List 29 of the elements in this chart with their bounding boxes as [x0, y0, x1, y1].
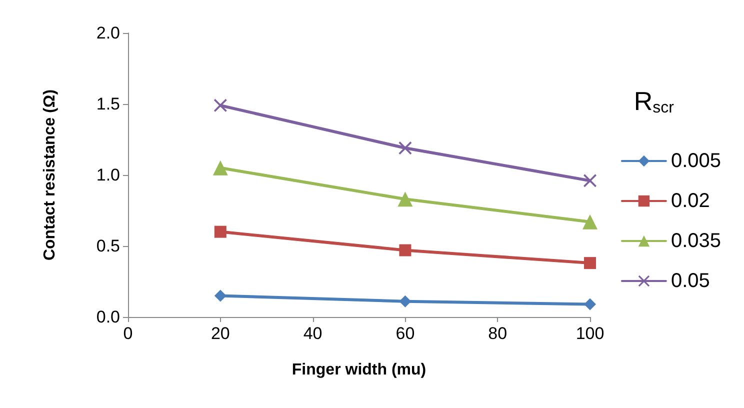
y-tick-label: 1.5	[96, 94, 120, 114]
point	[582, 214, 598, 230]
point	[212, 160, 228, 176]
y-tick-label: 2.0	[96, 24, 120, 42]
legend-label: 0.035	[670, 230, 722, 252]
point	[214, 226, 226, 238]
point	[584, 257, 596, 270]
legend-label: 0.02	[670, 190, 710, 212]
x-tick-label: 60	[396, 324, 415, 343]
y-tick-label: 0.5	[96, 236, 120, 256]
point	[214, 98, 227, 112]
point	[584, 298, 596, 310]
point	[399, 295, 412, 308]
x-tick-label: 100	[576, 324, 604, 343]
x-tick-label: 40	[303, 324, 322, 343]
y-tick-label: 0.0	[96, 308, 120, 326]
x-axis-title: Finger width (mu)	[292, 362, 426, 378]
point	[398, 192, 413, 207]
point	[398, 142, 412, 155]
x-tick-label: 20	[210, 324, 230, 343]
y-axis-title: Contact resistance (Ω)	[42, 89, 58, 261]
point	[214, 290, 226, 302]
legend-label: 0.005	[670, 150, 722, 172]
x-tick-label: 0	[123, 324, 133, 343]
legend-label: 0.05	[670, 270, 710, 292]
point	[584, 174, 596, 188]
x-tick-label: 80	[488, 324, 508, 343]
point	[399, 244, 412, 256]
y-tick-label: 1.0	[96, 166, 120, 184]
